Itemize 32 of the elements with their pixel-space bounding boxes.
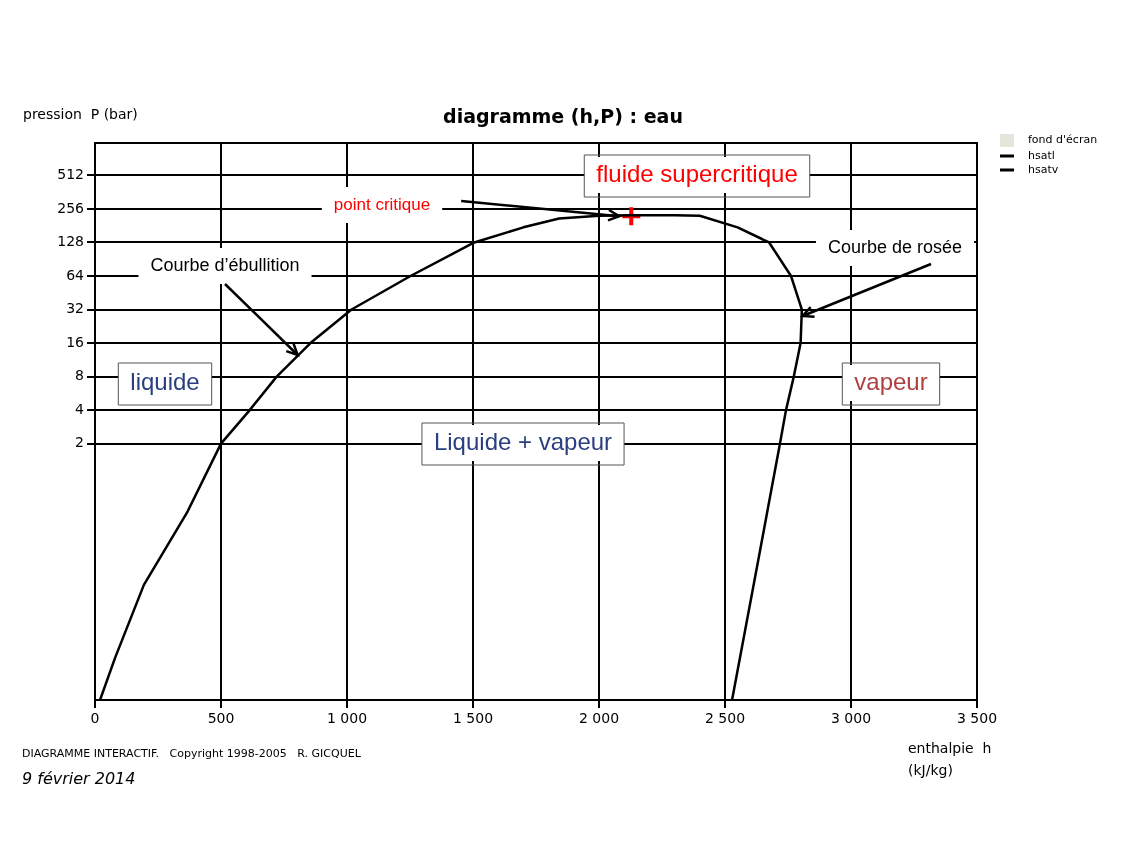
x-tick-label: 500 xyxy=(207,710,235,727)
x-tick-label: 1 500 xyxy=(452,710,494,727)
annotation: liquide xyxy=(130,367,200,395)
x-tick-label: 2 500 xyxy=(704,710,746,727)
text: 9 février 2014 xyxy=(22,769,136,789)
text: DIAGRAMME INTERACTIF. Copyright 1998-2005 R. GICQUEL xyxy=(22,746,362,760)
annotation: fluide supercritique xyxy=(596,159,798,187)
annotation: Courbe de rosée xyxy=(827,236,963,257)
chart-title: diagramme (h,P) : eau xyxy=(443,104,683,127)
y-axis-title: pression P (bar) xyxy=(23,105,138,122)
x-tick-label: 1 000 xyxy=(326,710,368,727)
y-tick-label: 64 xyxy=(66,266,85,283)
y-tick-label: 16 xyxy=(66,333,85,350)
y-tick-label: 32 xyxy=(66,300,84,317)
y-tick-label: 4 xyxy=(75,400,85,417)
legend-label: hsatl xyxy=(1028,148,1055,162)
annotation: point critique xyxy=(333,194,431,214)
y-tick-label: 512 xyxy=(57,166,84,183)
y-tick-label: 256 xyxy=(57,199,85,216)
x-axis-title: enthalpie h (kJ/kg) xyxy=(908,739,992,778)
annotation: Courbe d’ébullition xyxy=(150,254,300,275)
x-tick-label: 3 500 xyxy=(956,710,998,727)
y-tick-label: 8 xyxy=(75,367,84,384)
y-tick-label: 2 xyxy=(75,434,84,451)
x-tick-label: 0 xyxy=(90,710,100,727)
text: fond d'écran xyxy=(1028,132,1098,146)
legend-label: hsatv xyxy=(1028,162,1059,176)
y-tick-label: 128 xyxy=(57,233,84,250)
annotation: vapeur xyxy=(854,367,928,395)
x-tick-label: 3 000 xyxy=(830,710,872,727)
x-tick-label: 2 000 xyxy=(578,710,620,727)
annotation: Liquide + vapeur xyxy=(433,427,613,455)
